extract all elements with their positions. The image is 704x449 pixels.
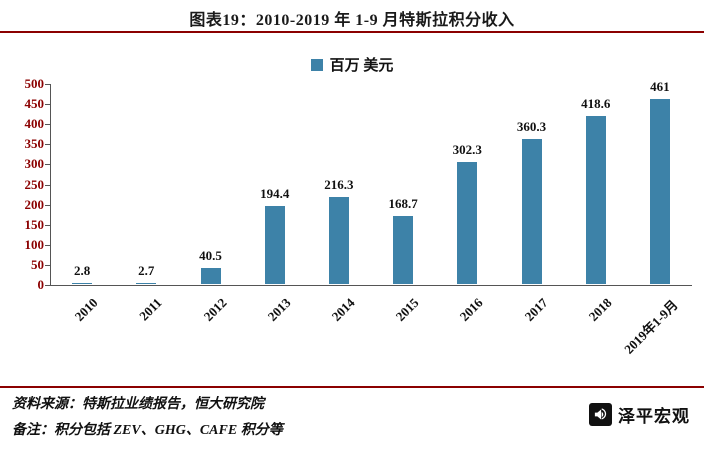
y-axis-label: 250 xyxy=(24,176,45,192)
y-tick xyxy=(45,285,50,286)
x-axis-line xyxy=(50,285,692,286)
y-tick xyxy=(45,124,50,126)
top-divider xyxy=(0,31,704,33)
bar xyxy=(328,197,349,284)
y-axis-line xyxy=(50,84,51,286)
y-tick xyxy=(45,184,50,186)
chart-title: 图表19：2010-2019 年 1-9 月特斯拉积分收入 xyxy=(189,12,515,29)
source-note: 资料来源：特斯拉业绩报告，恒大研究院 xyxy=(12,397,264,412)
legend: 百万 美元 xyxy=(0,54,704,75)
bar xyxy=(585,115,606,284)
bar-value-label: 302.3 xyxy=(452,142,482,158)
bar-value-label: 194.4 xyxy=(260,185,290,201)
bar xyxy=(521,139,542,284)
y-axis-label: 450 xyxy=(24,96,45,112)
zeping-logo-icon xyxy=(589,403,612,426)
y-tick xyxy=(45,104,50,106)
bar xyxy=(72,282,93,284)
legend-label: 百万 美元 xyxy=(329,58,394,74)
plot-area: 0 50 100 150 200 250 300 350 400 450 500 2.8 2010 2.7… xyxy=(25,76,692,357)
y-axis-label: 350 xyxy=(24,136,45,152)
bar-value-label: 216.3 xyxy=(324,177,354,193)
y-tick xyxy=(45,224,50,226)
y-axis-label: 100 xyxy=(24,236,45,252)
bar-value-label: 461 xyxy=(650,78,670,94)
bottom-divider xyxy=(0,386,704,388)
y-tick xyxy=(45,244,50,246)
brand-name: 泽平宏观 xyxy=(618,407,690,426)
bar xyxy=(393,216,414,284)
y-tick xyxy=(45,84,50,85)
brand-block: 泽平宏观 xyxy=(589,402,690,427)
y-axis-label: 50 xyxy=(31,256,44,272)
y-axis-label: 500 xyxy=(24,76,45,91)
y-tick xyxy=(45,264,50,266)
bar xyxy=(136,282,157,284)
bar-value-label: 2.8 xyxy=(73,262,91,278)
y-axis-label: 300 xyxy=(24,156,45,172)
bar-value-label: 168.7 xyxy=(388,196,418,212)
bar-value-label: 2.7 xyxy=(138,262,155,278)
y-axis-label: 200 xyxy=(24,196,45,212)
y-axis-label: 400 xyxy=(24,116,45,132)
bar-value-label: 418.6 xyxy=(581,95,611,111)
bar xyxy=(200,267,221,284)
y-tick xyxy=(45,144,50,146)
y-axis-label: 0 xyxy=(37,277,45,292)
y-axis-label: 150 xyxy=(24,216,45,232)
bar xyxy=(457,162,478,284)
remark-note: 备注：积分包括 ZEV、GHG、CAFE 积分等 xyxy=(12,423,283,438)
bar xyxy=(264,205,285,284)
bar xyxy=(649,98,670,284)
bar-value-label: 40.5 xyxy=(199,247,222,263)
bar-value-label: 360.3 xyxy=(516,119,547,135)
legend-swatch-icon xyxy=(310,58,323,71)
y-tick xyxy=(45,204,50,206)
y-tick xyxy=(45,164,50,166)
